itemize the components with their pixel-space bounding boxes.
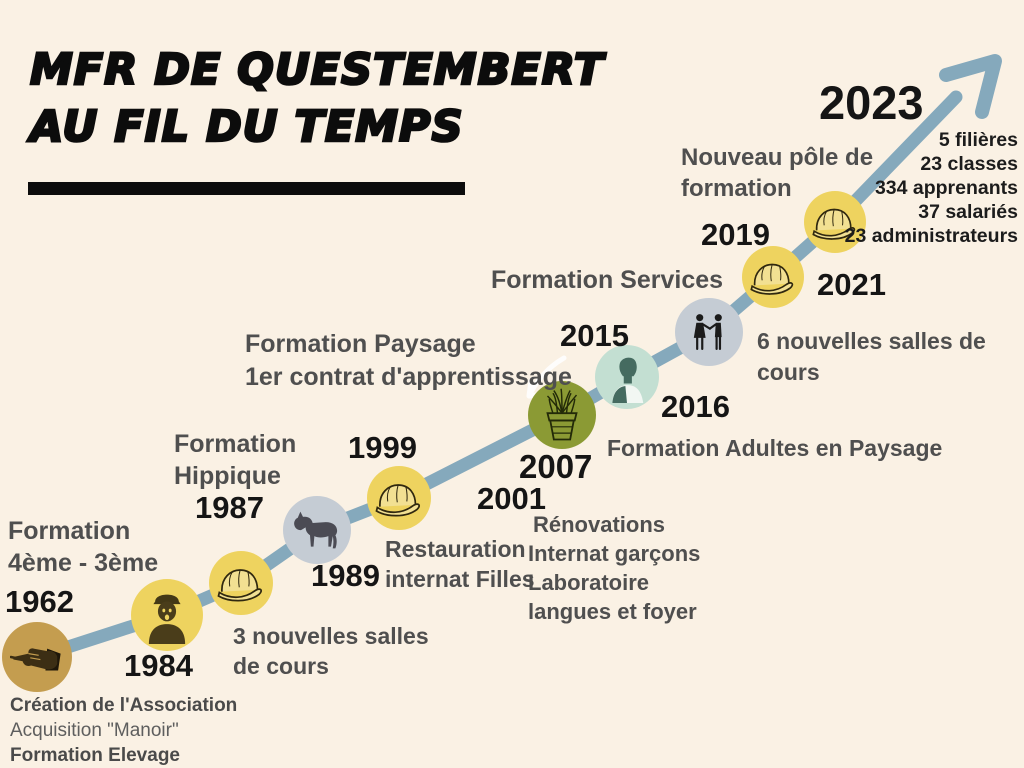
label-line: 6 nouvelles salles de <box>757 328 986 354</box>
year-1984: 1984 <box>124 648 193 683</box>
stat-line: 23 classes <box>920 153 1018 175</box>
year-2021: 2021 <box>817 267 886 302</box>
year-1989: 1989 <box>311 558 380 593</box>
label-line: 4ème - 3ème <box>8 549 159 577</box>
label-2015: Formation Services <box>491 264 723 296</box>
label-line: Formation Paysage <box>245 330 476 358</box>
stats-2023: 5 filières 23 classes 334 apprenants 37 … <box>845 128 1018 248</box>
label-line: Rénovations <box>533 512 666 537</box>
caption-line: Acquisition "Manoir" <box>10 720 179 741</box>
label-line: internat Filles <box>385 566 535 592</box>
hard-hat-icon <box>375 484 420 517</box>
milestone-circle-1984 <box>131 579 203 651</box>
milestone-circle-2016 <box>675 298 743 366</box>
label-line: Hippique <box>174 462 281 490</box>
stat-line: 334 apprenants <box>874 177 1018 199</box>
page-title-line-2: AU FIL DU TEMPS <box>29 102 464 152</box>
label-line: Internat garçons <box>528 541 701 566</box>
milestone-circle-2019 <box>742 246 804 308</box>
stat-line: 37 salariés <box>918 201 1018 223</box>
title-underline-bar <box>28 182 465 195</box>
label-1999: Restauration internat Filles <box>385 534 535 594</box>
year-1962: 1962 <box>5 584 74 619</box>
stat-line: 23 administrateurs <box>844 225 1018 247</box>
year-2001: 2001 <box>477 481 546 516</box>
label-line: Formation <box>174 430 297 458</box>
year-2016: 2016 <box>661 389 730 424</box>
label-line: formation <box>681 175 792 202</box>
milestone-circle-2015 <box>595 345 659 409</box>
label-line: Formation Services <box>491 266 724 294</box>
year-1987: 1987 <box>195 490 264 525</box>
label-2021: 6 nouvelles salles de cours <box>757 326 986 388</box>
year-2023: 2023 <box>819 76 924 129</box>
label-line: Formation <box>8 517 131 545</box>
label-2019: Nouveau pôle de formation <box>681 142 873 204</box>
hard-hat-icon <box>812 208 856 240</box>
milestone-circle-1989 <box>283 496 351 564</box>
caption-line: Formation Elevage <box>10 745 180 766</box>
stat-line: 5 filières <box>938 129 1018 151</box>
year-2007: 2007 <box>519 448 593 485</box>
label-1962: Formation 4ème - 3ème <box>8 515 158 579</box>
label-line: 1er contrat d'apprentissage <box>245 363 572 391</box>
hard-hat-icon <box>217 569 262 602</box>
label-line: Formation Adultes en Paysage <box>607 435 943 461</box>
label-line: Nouveau pôle de <box>681 144 874 171</box>
hand-sketch-icon <box>10 648 61 671</box>
potted-plant-icon <box>546 388 578 441</box>
page-title-line-1: MFR DE QUESTEMBERT <box>29 45 605 95</box>
milestone-circle-2007 <box>528 381 596 449</box>
milestone-circle-1962 <box>2 622 72 692</box>
label-line: Laboratoire <box>528 570 650 595</box>
caption-1984: Création de l'Association Acquisition "M… <box>10 693 237 768</box>
timeline-arrowhead <box>939 54 1002 119</box>
label-line: cours <box>757 359 820 385</box>
label-line: Restauration <box>385 536 526 562</box>
label-line: langues et foyer <box>528 599 697 624</box>
year-2019: 2019 <box>701 217 770 252</box>
milestone-circle-2021 <box>804 191 866 253</box>
milestone-circle-1999 <box>367 466 431 530</box>
label-line: de cours <box>233 653 329 679</box>
label-1987: Formation Hippique <box>174 428 296 492</box>
label-2007: Formation Paysage 1er contrat d'apprenti… <box>245 328 572 394</box>
horse-icon <box>294 511 338 549</box>
handshake-icon <box>693 314 722 350</box>
milestone-circle-1987 <box>209 551 273 615</box>
label-2016: Formation Adultes en Paysage <box>607 433 942 463</box>
label-1989: 3 nouvelles salles de cours <box>233 621 429 681</box>
label-2001: Rénovations Internat garçons Laboratoire… <box>528 510 700 626</box>
year-2015: 2015 <box>560 318 629 353</box>
label-line: 3 nouvelles salles <box>233 623 429 649</box>
student-portrait-icon <box>148 594 186 644</box>
caption-line: Création de l'Association <box>10 695 238 716</box>
woman-portrait-icon <box>612 357 644 403</box>
year-1999: 1999 <box>348 430 417 465</box>
hard-hat-icon <box>750 263 794 295</box>
